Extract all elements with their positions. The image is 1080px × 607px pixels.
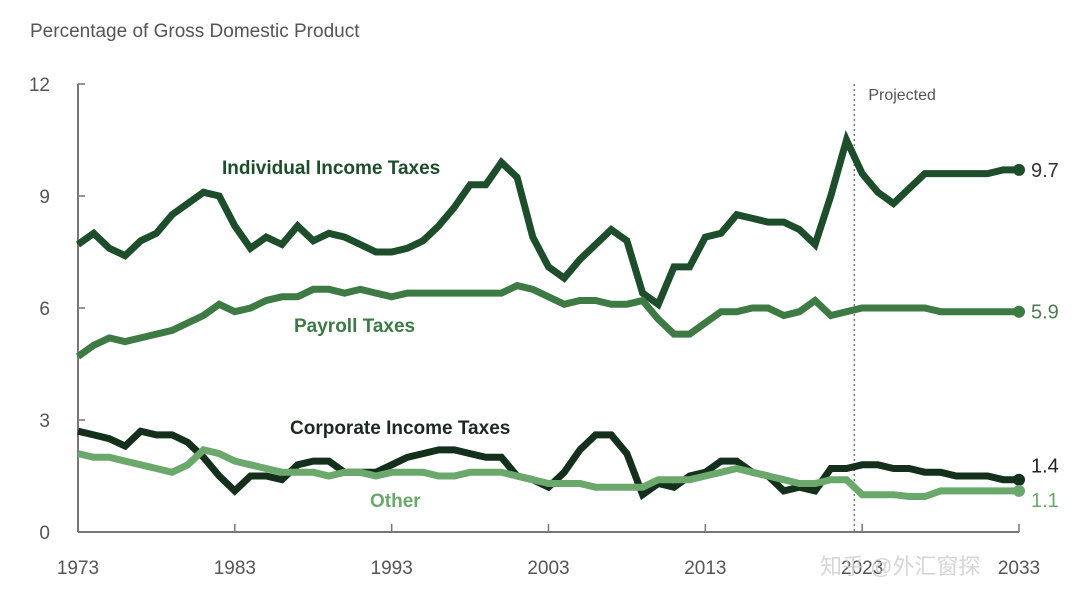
y-tick-label: 6	[39, 299, 50, 320]
end-value-label-other: 1.1	[1031, 490, 1059, 512]
series-label-corporate-income-taxes: Corporate Income Taxes	[290, 418, 510, 439]
end-value-label-payroll-taxes: 5.9	[1031, 302, 1059, 324]
series-line-other	[77, 446, 1019, 500]
end-point-other	[1013, 484, 1025, 497]
end-value-label-individual-income-taxes: 9.7	[1031, 160, 1059, 182]
x-axis: 1973 1983 1993 2003 2013 2023 2033	[57, 524, 1040, 579]
series-line-individual-income-taxes	[75, 129, 1019, 310]
x-tick-label: 1983	[214, 558, 256, 579]
series-label-other: Other	[370, 491, 421, 512]
projected-label: Projected	[868, 87, 936, 104]
end-value-label-corporate-income-taxes: 1.4	[1031, 456, 1059, 478]
end-point-corporate-income-taxes	[1013, 473, 1025, 486]
y-tick-label: 12	[29, 75, 50, 96]
y-tick-label: 3	[39, 411, 50, 432]
series-line-corporate-income-taxes	[77, 427, 1019, 501]
x-tick-label: 2023	[841, 558, 883, 579]
x-tick-label: 2013	[684, 558, 726, 579]
end-point-individual-income-taxes	[1013, 163, 1025, 176]
series-label-individual-income-taxes: Individual Income Taxes	[222, 158, 440, 179]
x-tick-label: 2033	[998, 558, 1040, 579]
end-value-labels: 9.7 5.9 1.4 1.1	[1031, 160, 1059, 512]
y-axis-title: Percentage of Gross Domestic Product	[30, 21, 360, 42]
end-point-payroll-taxes	[1013, 305, 1025, 318]
x-tick-label: 1973	[57, 558, 99, 579]
series-label-payroll-taxes: Payroll Taxes	[294, 316, 415, 337]
watermark: 知乎 @外汇窗探	[820, 554, 980, 579]
x-tick-label: 2003	[527, 558, 569, 579]
x-tick-label: 1993	[371, 558, 413, 579]
series-lines	[75, 129, 1025, 501]
y-axis: 0 3 6 9 12	[29, 75, 85, 544]
y-tick-label: 0	[39, 523, 50, 544]
series-line-payroll-taxes	[75, 281, 1019, 360]
y-tick-label: 9	[39, 187, 50, 208]
